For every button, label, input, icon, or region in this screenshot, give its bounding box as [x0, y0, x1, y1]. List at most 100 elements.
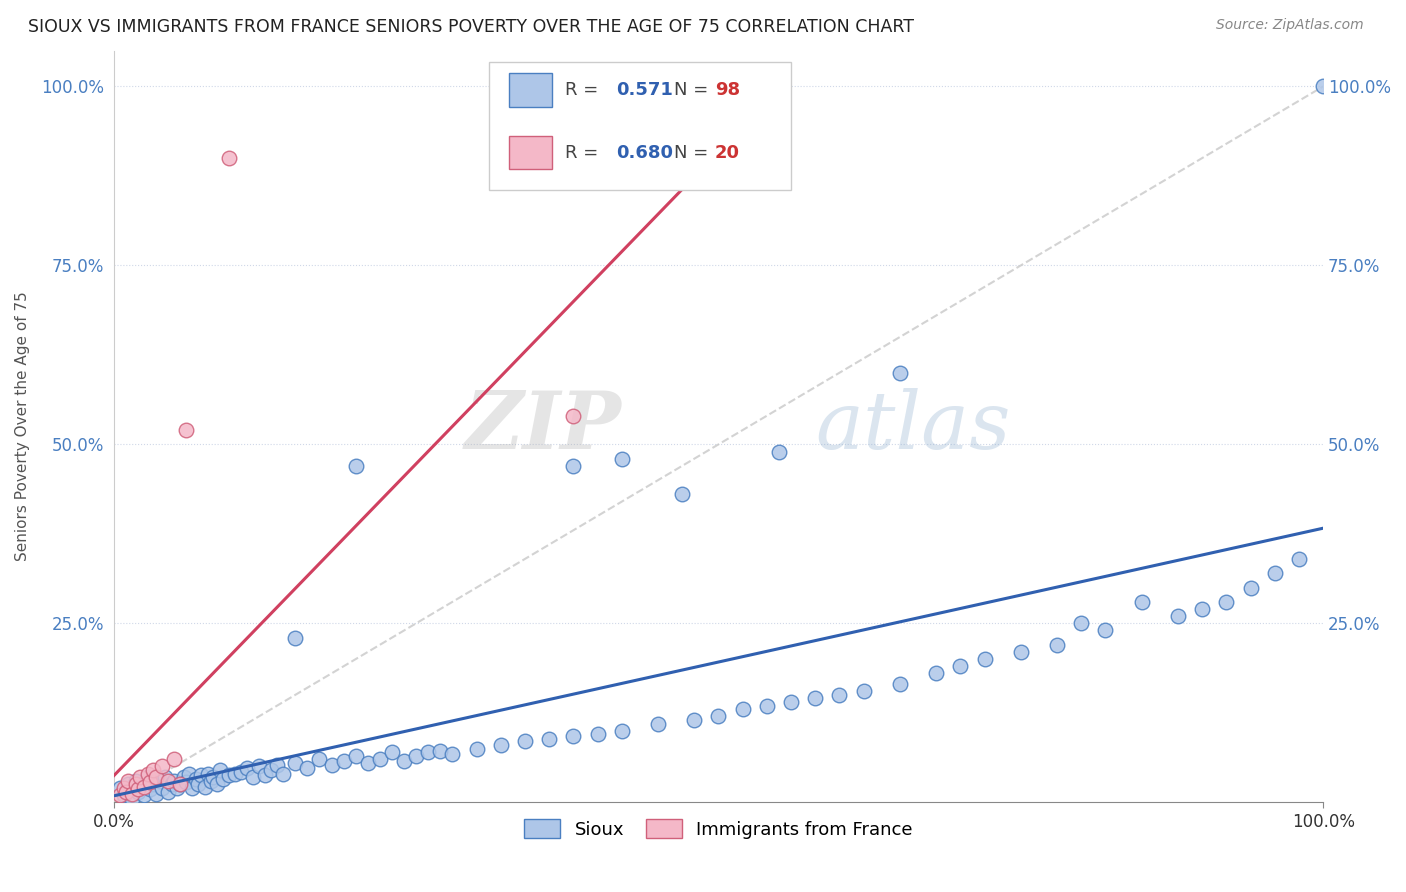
Point: [115, 784, 138, 798]
Point: [284, 631, 307, 645]
Point: [236, 761, 259, 775]
Point: [308, 752, 330, 766]
Legend: Sioux, Immigrants from France: Sioux, Immigrants from France: [517, 812, 920, 846]
Point: [160, 777, 183, 791]
FancyBboxPatch shape: [489, 62, 792, 190]
Point: [1215, 595, 1237, 609]
Point: [429, 744, 451, 758]
Point: [115, 784, 138, 798]
Text: 98: 98: [714, 81, 740, 99]
Point: [200, 773, 222, 788]
Point: [768, 444, 790, 458]
Point: [163, 773, 186, 788]
Point: [925, 666, 948, 681]
Point: [184, 772, 207, 787]
Point: [145, 770, 167, 784]
Point: [562, 409, 585, 423]
Point: [1070, 616, 1092, 631]
Point: [209, 763, 232, 777]
Point: [117, 773, 139, 788]
Point: [201, 770, 224, 784]
Point: [108, 788, 131, 802]
Point: [538, 732, 561, 747]
Point: [141, 777, 163, 791]
Point: [197, 766, 219, 780]
Point: [181, 780, 204, 795]
Point: [392, 754, 415, 768]
Point: [190, 768, 212, 782]
Point: [129, 780, 152, 795]
Point: [284, 756, 307, 770]
Point: [828, 688, 851, 702]
Point: [229, 765, 252, 780]
Point: [150, 780, 173, 795]
Point: [1094, 624, 1116, 638]
Point: [247, 759, 270, 773]
Point: [132, 780, 155, 794]
Point: [889, 677, 911, 691]
Point: [117, 777, 139, 791]
Text: R =: R =: [565, 81, 605, 99]
Point: [121, 791, 143, 805]
Text: 0.571: 0.571: [616, 81, 672, 99]
Text: atlas: atlas: [815, 388, 1011, 466]
Point: [260, 763, 283, 777]
Text: Source: ZipAtlas.com: Source: ZipAtlas.com: [1216, 18, 1364, 32]
Point: [1191, 602, 1213, 616]
Point: [145, 787, 167, 801]
Point: [136, 770, 159, 784]
Point: [173, 770, 195, 784]
Point: [755, 698, 778, 713]
Point: [368, 752, 391, 766]
Point: [124, 773, 146, 788]
Text: ZIP: ZIP: [465, 388, 621, 466]
Point: [441, 747, 464, 761]
Point: [1239, 581, 1261, 595]
Point: [205, 777, 228, 791]
Point: [121, 787, 143, 801]
Point: [357, 756, 380, 770]
Point: [405, 748, 427, 763]
Point: [1046, 638, 1069, 652]
Point: [169, 777, 191, 791]
Point: [321, 758, 343, 772]
Point: [176, 775, 198, 789]
Text: N =: N =: [673, 81, 714, 99]
Point: [271, 766, 294, 780]
Point: [266, 758, 288, 772]
Point: [562, 458, 585, 473]
Point: [889, 366, 911, 380]
Point: [150, 759, 173, 773]
Point: [193, 780, 215, 794]
Point: [1312, 79, 1334, 94]
Point: [253, 768, 276, 782]
Point: [852, 684, 875, 698]
Point: [332, 754, 354, 768]
Point: [132, 788, 155, 802]
Point: [153, 770, 176, 784]
Point: [562, 730, 585, 744]
Text: SIOUX VS IMMIGRANTS FROM FRANCE SENIORS POVERTY OVER THE AGE OF 75 CORRELATION C: SIOUX VS IMMIGRANTS FROM FRANCE SENIORS …: [28, 18, 914, 36]
Point: [136, 766, 159, 780]
Point: [112, 780, 135, 795]
Point: [344, 458, 367, 473]
Point: [418, 745, 440, 759]
Text: 20: 20: [714, 144, 740, 161]
Point: [973, 652, 995, 666]
Point: [804, 691, 827, 706]
Point: [127, 782, 149, 797]
Point: [1167, 609, 1189, 624]
Point: [1130, 595, 1153, 609]
Point: [683, 713, 706, 727]
Point: [211, 772, 233, 787]
Text: N =: N =: [673, 144, 714, 161]
Point: [108, 780, 131, 795]
Point: [242, 770, 264, 784]
Point: [176, 423, 198, 437]
Point: [127, 784, 149, 798]
Point: [129, 770, 152, 784]
Point: [1288, 552, 1310, 566]
Point: [731, 702, 754, 716]
Point: [465, 741, 488, 756]
Point: [177, 766, 200, 780]
